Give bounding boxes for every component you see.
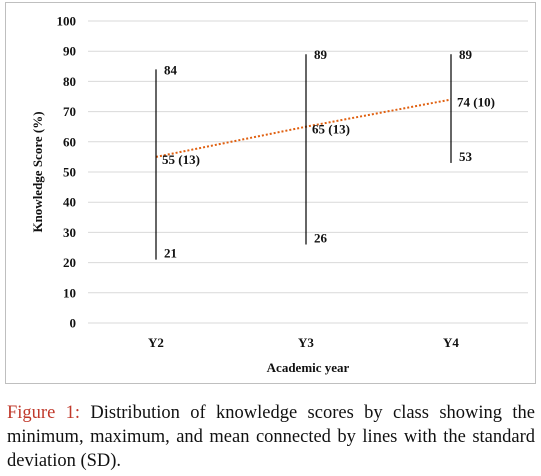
y-tick-label-90: 90	[63, 44, 76, 59]
y-axis-title: Knowledge Score (%)	[30, 111, 45, 232]
y-tick-label-80: 80	[63, 74, 76, 89]
min-label-Y4: 53	[459, 149, 473, 164]
y-tick-label-50: 50	[63, 165, 76, 180]
x-tick-label-Y2: Y2	[148, 335, 164, 350]
min-label-Y3: 26	[314, 230, 328, 245]
y-tick-label-40: 40	[63, 195, 76, 210]
y-tick-label-10: 10	[63, 285, 76, 300]
caption-text: Distribution of knowledge scores by clas…	[7, 403, 535, 471]
y-tick-label-70: 70	[63, 104, 76, 119]
knowledge-score-chart: 0 10 20 30 40 50 60 70 80 90 100 Y2 Y3 Y4 Academic yea…	[30, 14, 528, 375]
y-tick-label-20: 20	[63, 255, 76, 270]
y-tick-label-30: 30	[63, 225, 76, 240]
mean-label-Y4: 74 (10)	[457, 95, 495, 110]
y-tick-label-100: 100	[57, 14, 77, 29]
mean-trendline	[155, 98, 452, 158]
mean-label-Y3: 65 (13)	[312, 122, 350, 137]
chart-frame: 0 10 20 30 40 50 60 70 80 90 100 Y2 Y3 Y4 Academic yea…	[5, 2, 536, 384]
x-axis-title: Academic year	[267, 360, 350, 375]
min-label-Y2: 21	[164, 246, 177, 261]
x-tick-label-Y4: Y4	[443, 335, 459, 350]
max-label-Y3: 89	[314, 47, 328, 62]
max-label-Y4: 89	[459, 47, 473, 62]
y-tick-label-0: 0	[70, 316, 77, 331]
y-tick-label-60: 60	[63, 134, 76, 149]
figure-caption: Figure 1: Distribution of knowledge scor…	[7, 401, 535, 473]
caption-prefix: Figure 1:	[7, 403, 81, 423]
x-tick-label-Y3: Y3	[298, 335, 314, 350]
mean-label-Y2: 55 (13)	[162, 152, 200, 167]
max-label-Y2: 84	[164, 62, 178, 77]
